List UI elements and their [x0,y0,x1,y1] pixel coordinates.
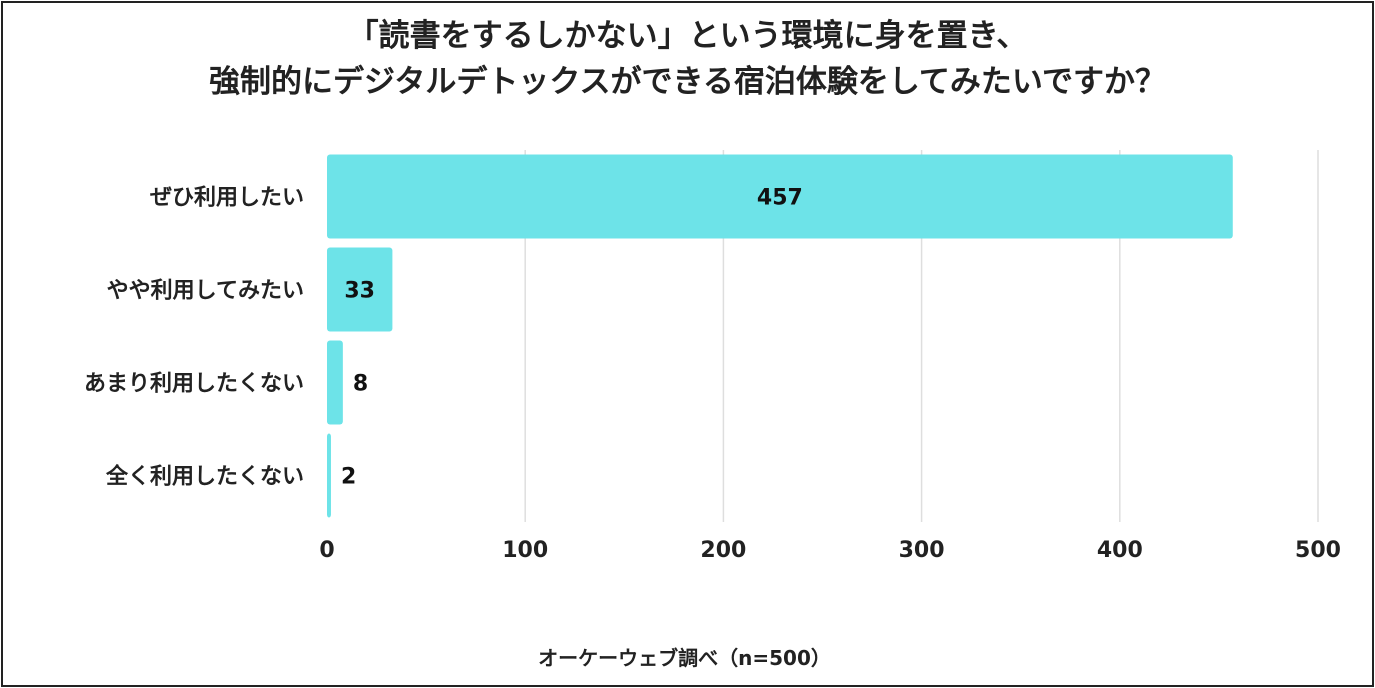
value-label-2: 8 [353,372,368,397]
x-tick-label-2: 200 [700,538,746,563]
category-label-2: あまり利用したくない [84,372,304,397]
x-tick-label-3: 300 [899,538,945,563]
bar-1 [327,247,393,332]
x-tick-label-5: 500 [1295,538,1341,563]
bar-3 [327,433,331,518]
x-tick-label-1: 100 [502,538,548,563]
source-note: オーケーウェブ調べ（n=500） [538,646,831,670]
chart-title: 「読書をするしかない」という環境に身を置き、 強制的にデジタルデトックスができる… [3,13,1372,105]
x-tick-label-0: 0 [319,538,334,563]
x-tick-label-4: 400 [1097,538,1143,563]
category-label-1: やや利用してみたい [107,279,304,304]
chart-title-line-1: 「読書をするしかない」という環境に身を置き、 [347,18,1028,54]
bar-0 [327,154,1233,239]
value-label-1: 33 [344,279,375,304]
value-label-0: 457 [757,186,803,211]
bar-2 [327,340,343,425]
category-label-0: ぜひ利用したい [150,186,304,211]
value-label-3: 2 [341,465,356,490]
category-label-3: 全く利用したくない [105,464,304,490]
chart-title-line-2: 強制的にデジタルデトックスができる宿泊体験をしてみたいですか？ [209,64,1166,100]
